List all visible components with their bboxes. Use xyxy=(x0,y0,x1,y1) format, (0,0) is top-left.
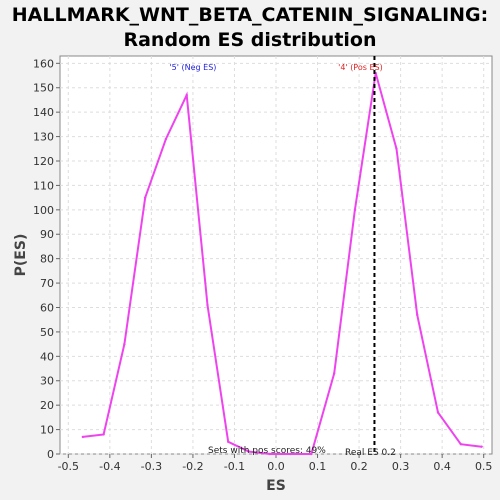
pos-scores-annotation: Sets with pos scores: 49% xyxy=(208,446,326,456)
x-tick-label: 0.5 xyxy=(475,460,493,473)
y-tick-label: 100 xyxy=(33,204,54,217)
x-axis-ticks: -0.5 -0.4 -0.3 -0.2 -0.1 0.0 0.1 0.2 0.3 0.4 0.5 xyxy=(58,454,493,473)
es-data-point xyxy=(416,313,419,317)
x-axis-label: ES xyxy=(266,478,286,494)
y-tick-label: 130 xyxy=(33,131,54,144)
y-axis-label: P(ES) xyxy=(13,234,29,277)
es-data-point xyxy=(227,440,230,443)
y-tick-label: 160 xyxy=(33,57,54,70)
x-tick-label: -0.3 xyxy=(141,460,162,473)
y-tick-label: 120 xyxy=(33,155,54,168)
es-data-point xyxy=(206,303,209,307)
es-data-point xyxy=(81,435,85,439)
real-es-label: Real ES 0.2 xyxy=(345,448,396,458)
es-data-point xyxy=(102,433,105,436)
x-tick-label: -0.1 xyxy=(224,460,245,473)
es-data-point xyxy=(459,443,463,446)
es-data-point xyxy=(332,372,336,375)
es-data-points xyxy=(81,71,483,456)
y-tick-label: 90 xyxy=(40,228,54,241)
x-tick-label: -0.2 xyxy=(182,460,203,473)
es-data-point xyxy=(436,411,440,414)
x-tick-label: 0.1 xyxy=(309,460,327,473)
es-data-point xyxy=(143,196,147,199)
y-tick-label: 20 xyxy=(40,399,54,412)
y-tick-label: 110 xyxy=(33,179,54,192)
y-tick-label: 0 xyxy=(47,448,54,461)
x-tick-label: 0.0 xyxy=(267,460,285,473)
neg-es-marker-label: '5' (Neg ES) xyxy=(169,63,216,72)
chart-title-line-2: Random ES distribution xyxy=(123,29,376,51)
y-tick-label: 140 xyxy=(33,106,54,119)
y-tick-label: 80 xyxy=(40,253,54,266)
es-data-point xyxy=(247,450,251,453)
chart-title-line-1: HALLMARK_WNT_BETA_CATENIN_SIGNALING: xyxy=(12,4,488,26)
es-data-point xyxy=(164,137,168,141)
y-tick-label: 50 xyxy=(40,326,54,339)
x-tick-label: 0.2 xyxy=(350,460,368,473)
y-tick-label: 30 xyxy=(40,375,54,388)
pos-es-marker-label: '4' (Pos ES) xyxy=(338,63,383,72)
es-data-point xyxy=(268,452,271,456)
es-data-point xyxy=(310,452,313,456)
y-tick-label: 70 xyxy=(40,277,54,290)
x-tick-label: 0.3 xyxy=(392,460,410,473)
y-tick-label: 150 xyxy=(33,82,54,95)
x-tick-label: -0.4 xyxy=(99,460,120,473)
y-tick-label: 10 xyxy=(40,424,54,437)
y-tick-label: 40 xyxy=(40,350,54,363)
x-tick-label: 0.4 xyxy=(433,460,451,473)
es-data-point xyxy=(480,445,483,448)
es-data-point xyxy=(289,452,292,456)
es-data-point xyxy=(353,208,357,212)
es-distribution-line xyxy=(82,72,482,455)
es-data-point xyxy=(123,342,126,346)
es-data-point xyxy=(185,93,188,97)
grid-lines xyxy=(60,56,492,455)
es-data-point xyxy=(395,147,398,150)
y-tick-label: 60 xyxy=(40,301,54,314)
y-axis-ticks: 0 10 20 30 40 50 60 70 80 90 100 110 120 130 140 150 160 xyxy=(33,57,60,461)
x-tick-label: -0.5 xyxy=(58,460,79,473)
